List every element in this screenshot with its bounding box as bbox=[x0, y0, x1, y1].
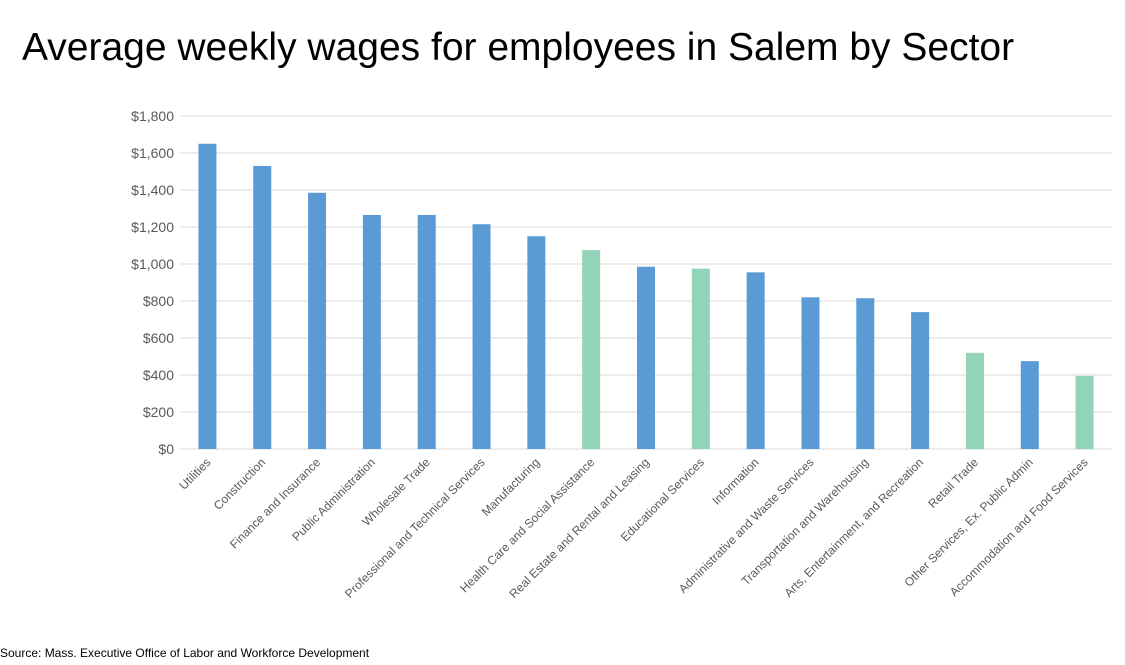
bar bbox=[801, 297, 820, 449]
y-tick-label: $1,200 bbox=[131, 219, 174, 235]
bar bbox=[362, 214, 381, 449]
bar bbox=[856, 298, 875, 449]
bar bbox=[746, 272, 765, 449]
bar bbox=[527, 236, 546, 449]
bar bbox=[472, 224, 491, 449]
y-tick-label: $600 bbox=[143, 330, 174, 346]
bar bbox=[965, 352, 984, 449]
y-tick-label: $0 bbox=[158, 441, 174, 457]
y-tick-label: $1,800 bbox=[131, 108, 174, 124]
bar bbox=[637, 266, 655, 449]
y-tick-label: $400 bbox=[143, 367, 174, 383]
bar bbox=[911, 312, 930, 449]
y-axis-tick-labels: $0 $200 $400 $600 $800 $1,000 $1,200 $1,400 $1,6… bbox=[131, 108, 174, 457]
x-category-label: Construction bbox=[211, 455, 269, 513]
bar bbox=[308, 192, 327, 449]
y-tick-label: $1,400 bbox=[131, 182, 174, 198]
chart-title: Average weekly wages for employees in Sa… bbox=[22, 26, 1015, 69]
x-category-label: Retail Trade bbox=[925, 455, 981, 511]
y-tick-label: $1,600 bbox=[131, 145, 174, 161]
bars bbox=[198, 143, 1094, 449]
bar bbox=[253, 165, 272, 449]
source-note: Source: Mass. Executive Office of Labor … bbox=[0, 646, 370, 660]
bar bbox=[417, 214, 436, 449]
bar bbox=[1020, 361, 1039, 449]
x-category-label: Finance and Insurance bbox=[227, 455, 323, 551]
bar-chart: $0 $200 $400 $600 $800 $1,000 $1,200 $1,400 $1,6… bbox=[131, 108, 1112, 601]
bar bbox=[1075, 375, 1094, 449]
x-category-label: Utilities bbox=[176, 455, 213, 492]
y-tick-label: $800 bbox=[143, 293, 174, 309]
y-tick-label: $200 bbox=[143, 404, 174, 420]
x-category-label: Information bbox=[709, 455, 761, 507]
y-tick-label: $1,000 bbox=[131, 256, 174, 272]
bar bbox=[582, 250, 601, 449]
bar bbox=[691, 268, 710, 449]
bar bbox=[198, 143, 217, 449]
